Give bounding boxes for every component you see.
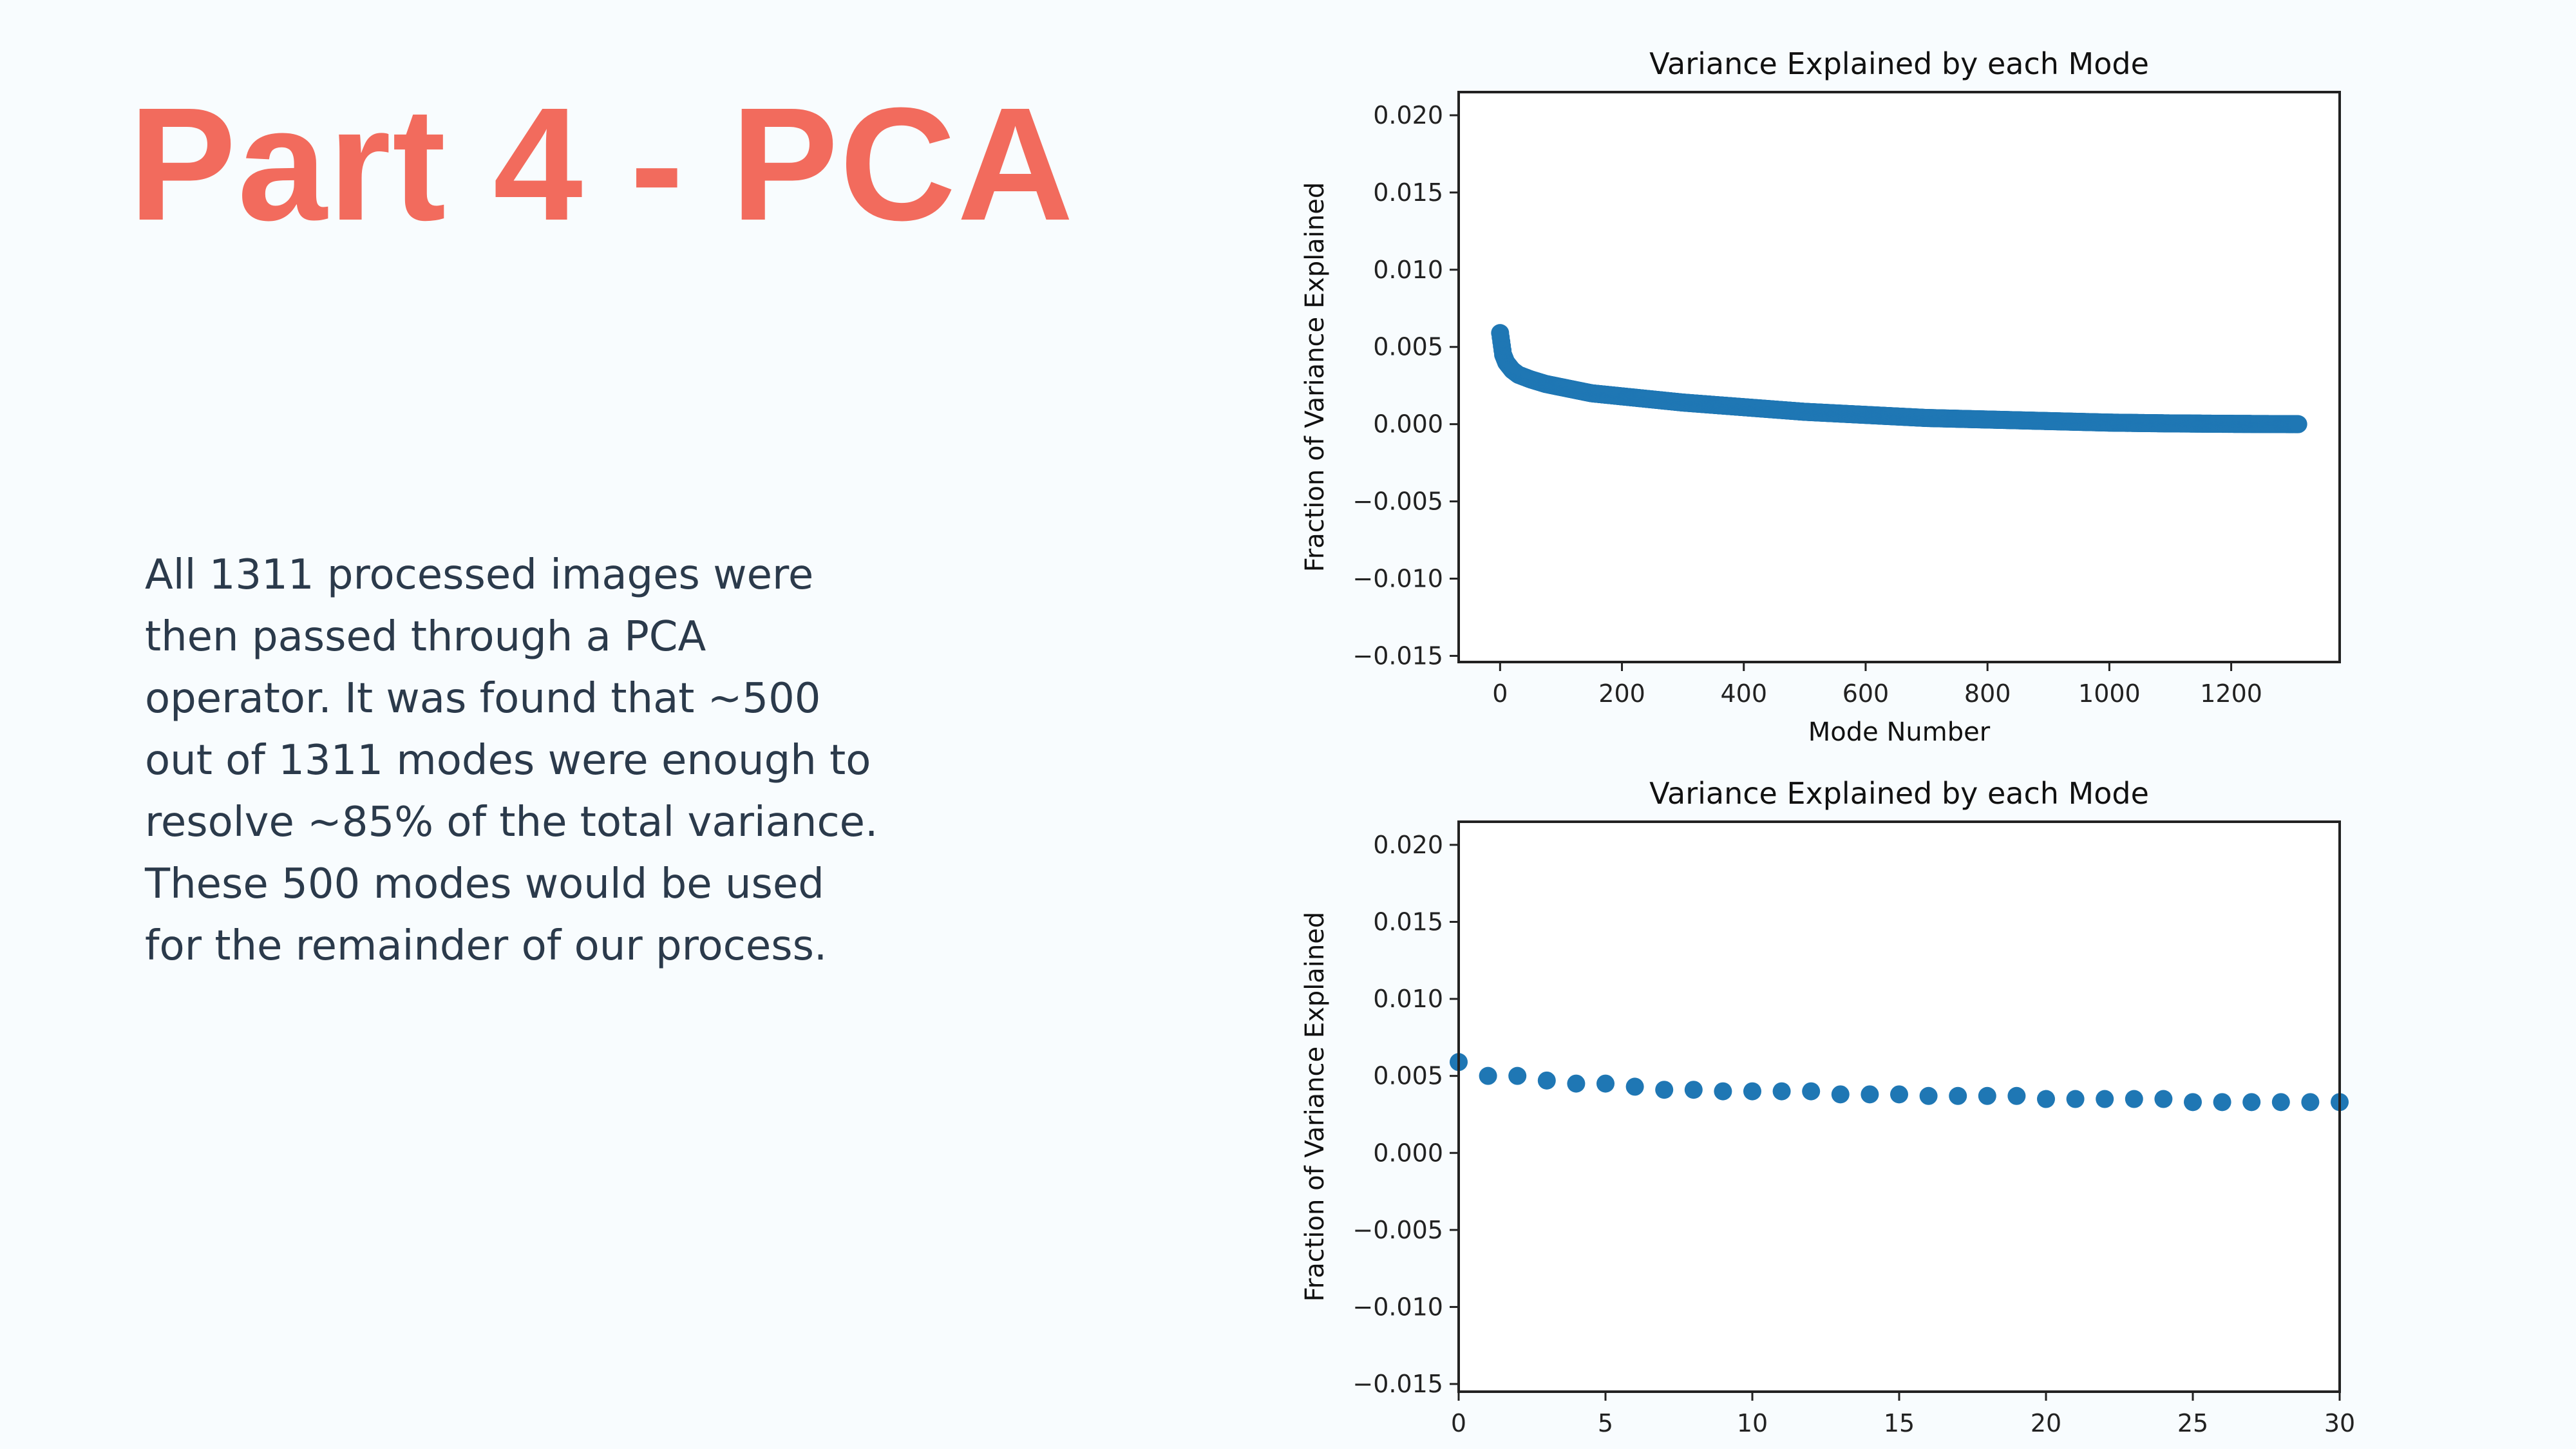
x-tick-label: 400 [1720, 679, 1767, 708]
data-point [1655, 1081, 1674, 1099]
data-point [2184, 1093, 2202, 1112]
data-point [1508, 1066, 1527, 1085]
slide-body-text: All 1311 processed images were then passe… [145, 544, 878, 977]
data-point [2301, 1093, 2320, 1112]
y-tick-label: 0.005 [1373, 333, 1443, 361]
data-point [1890, 1085, 1908, 1104]
data-point [1861, 1085, 1879, 1104]
y-tick-label: −0.015 [1352, 1370, 1443, 1398]
data-point [1714, 1082, 1732, 1101]
data-point [2289, 415, 2307, 433]
x-tick-label: 200 [1598, 679, 1645, 708]
x-tick-label: 5 [1598, 1409, 1613, 1437]
x-tick-label: 800 [1964, 679, 2011, 708]
y-tick-label: 0.020 [1373, 831, 1443, 859]
data-point [2154, 1090, 2173, 1108]
data-point [2066, 1090, 2085, 1108]
x-tick-label: 1200 [2200, 679, 2262, 708]
slide-title: Part 4 - PCA [129, 74, 1075, 254]
x-tick-label: 20 [2031, 1409, 2061, 1437]
data-point [1978, 1086, 1996, 1105]
data-point [1743, 1082, 1761, 1101]
body-line: All 1311 processed images were [145, 551, 814, 599]
data-point [2037, 1090, 2055, 1108]
x-axis-label: Mode Number [1808, 717, 1991, 747]
x-tick-label: 0 [1492, 679, 1508, 708]
body-line: These 500 modes would be used [145, 860, 824, 908]
x-tick-label: 25 [2177, 1409, 2208, 1437]
y-tick-label: 0.000 [1373, 410, 1443, 439]
data-point [2242, 1093, 2261, 1112]
y-tick-label: −0.010 [1352, 1293, 1443, 1321]
body-line: for the remainder of our process. [145, 922, 828, 970]
y-tick-label: 0.005 [1373, 1062, 1443, 1090]
body-line: operator. It was found that ~500 [145, 675, 821, 723]
data-point [2007, 1086, 2026, 1105]
chart-title: Variance Explained by each Mode [1649, 46, 2149, 81]
data-point [1537, 1071, 1556, 1090]
data-point [2213, 1093, 2231, 1112]
chart-all-modes: 0.020 0.015 0.010 0.005 0.000 −0.005 −0.010 −0.… [1300, 46, 2341, 747]
body-line: then passed through a PCA [145, 613, 706, 661]
y-tick-label: 0.000 [1373, 1139, 1443, 1167]
y-tick-label: −0.005 [1352, 488, 1443, 516]
plot-area [1457, 91, 2341, 663]
x-tick-label: 15 [1884, 1409, 1915, 1437]
y-axis-label: Fraction of Variance Explained [1300, 912, 1330, 1302]
y-tick-label: 0.015 [1373, 178, 1443, 207]
x-tick-label: 30 [2324, 1409, 2355, 1437]
body-line: out of 1311 modes were enough to [145, 737, 871, 784]
data-point [1684, 1081, 1703, 1099]
data-point [1831, 1085, 1850, 1104]
plot-area [1457, 820, 2341, 1393]
data-point [1479, 1066, 1497, 1085]
y-tick-label: 0.020 [1373, 101, 1443, 129]
x-tick-label: 0 [1451, 1409, 1466, 1437]
body-line: resolve ~85% of the total variance. [145, 799, 878, 846]
data-point [1596, 1074, 1615, 1093]
y-axis-label: Fraction of Variance Explained [1300, 182, 1330, 573]
chart-title: Variance Explained by each Mode [1649, 776, 2149, 811]
data-point [1567, 1074, 1586, 1093]
data-point [2125, 1090, 2143, 1108]
data-point [1625, 1077, 1644, 1096]
y-tick-label: 0.010 [1373, 256, 1443, 284]
y-tick-label: −0.015 [1352, 641, 1443, 670]
plot-frame [1457, 91, 2341, 663]
x-tick-label: 10 [1737, 1409, 1768, 1437]
data-point [2096, 1090, 2114, 1108]
data-point [1802, 1082, 1821, 1101]
data-point [1949, 1086, 1967, 1105]
data-point [1772, 1082, 1791, 1101]
data-point [1919, 1086, 1938, 1105]
data-point [2271, 1093, 2290, 1112]
y-tick-label: −0.005 [1352, 1216, 1443, 1244]
x-tick-label: 1000 [2078, 679, 2141, 708]
y-tick-label: −0.010 [1352, 564, 1443, 592]
y-tick-label: 0.010 [1373, 985, 1443, 1013]
y-tick-label: 0.015 [1373, 907, 1443, 936]
x-tick-label: 600 [1842, 679, 1889, 708]
